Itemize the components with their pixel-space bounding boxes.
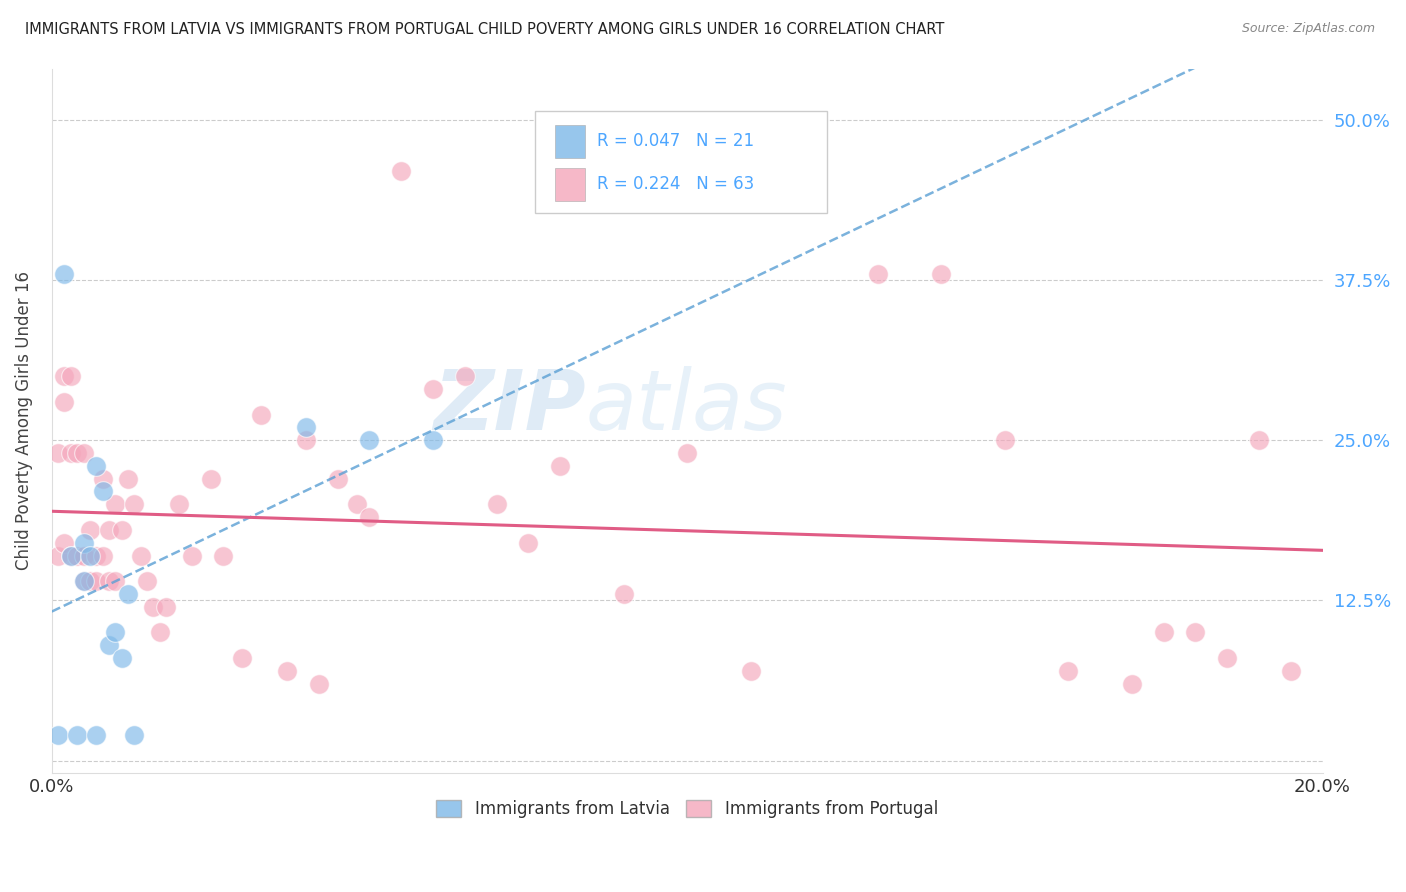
- Point: [91, 472, 114, 486]
- Point: [740, 664, 762, 678]
- Point: [46, 728, 69, 742]
- Point: [104, 625, 127, 640]
- Point: [111, 651, 134, 665]
- Point: [1153, 625, 1175, 640]
- Point: [97, 638, 120, 652]
- Point: [53, 369, 76, 384]
- Point: [308, 676, 330, 690]
- FancyBboxPatch shape: [555, 168, 585, 201]
- Legend: Immigrants from Latvia, Immigrants from Portugal: Immigrants from Latvia, Immigrants from …: [430, 794, 945, 825]
- Y-axis label: Child Poverty Among Girls Under 16: Child Poverty Among Girls Under 16: [15, 271, 32, 571]
- Point: [53, 267, 76, 281]
- Point: [295, 420, 318, 434]
- Point: [46, 446, 69, 460]
- Point: [79, 574, 101, 589]
- Text: IMMIGRANTS FROM LATVIA VS IMMIGRANTS FROM PORTUGAL CHILD POVERTY AMONG GIRLS UND: IMMIGRANTS FROM LATVIA VS IMMIGRANTS FRO…: [25, 22, 945, 37]
- Point: [117, 472, 139, 486]
- Point: [59, 369, 82, 384]
- Point: [422, 433, 444, 447]
- Point: [200, 472, 222, 486]
- Point: [422, 382, 444, 396]
- Point: [72, 549, 94, 563]
- Point: [1057, 664, 1080, 678]
- Point: [136, 574, 159, 589]
- Point: [129, 549, 152, 563]
- Point: [359, 433, 381, 447]
- Point: [548, 458, 571, 473]
- Point: [359, 510, 381, 524]
- Text: Source: ZipAtlas.com: Source: ZipAtlas.com: [1241, 22, 1375, 36]
- Point: [91, 484, 114, 499]
- Point: [866, 267, 889, 281]
- Point: [84, 458, 107, 473]
- Point: [46, 549, 69, 563]
- Text: atlas: atlas: [585, 367, 787, 448]
- Text: R = 0.224   N = 63: R = 0.224 N = 63: [598, 175, 754, 194]
- Point: [84, 574, 107, 589]
- Point: [66, 549, 89, 563]
- Point: [1121, 676, 1143, 690]
- Point: [53, 535, 76, 549]
- Point: [250, 408, 273, 422]
- Point: [72, 446, 94, 460]
- Point: [142, 599, 165, 614]
- Point: [1247, 433, 1270, 447]
- Point: [212, 549, 235, 563]
- Point: [994, 433, 1017, 447]
- FancyBboxPatch shape: [555, 125, 585, 158]
- Point: [149, 625, 172, 640]
- Point: [84, 549, 107, 563]
- Point: [389, 164, 412, 178]
- Point: [79, 523, 101, 537]
- Point: [59, 549, 82, 563]
- Point: [59, 549, 82, 563]
- Point: [124, 497, 146, 511]
- FancyBboxPatch shape: [534, 111, 827, 213]
- Point: [97, 574, 120, 589]
- Text: ZIP: ZIP: [433, 367, 585, 448]
- Point: [91, 549, 114, 563]
- Point: [1279, 664, 1302, 678]
- Point: [676, 446, 699, 460]
- Point: [167, 497, 190, 511]
- Point: [231, 651, 253, 665]
- Point: [53, 394, 76, 409]
- Point: [485, 497, 508, 511]
- Point: [326, 472, 349, 486]
- Point: [104, 574, 127, 589]
- Point: [295, 433, 318, 447]
- Point: [79, 549, 101, 563]
- Point: [276, 664, 298, 678]
- Text: R = 0.047   N = 21: R = 0.047 N = 21: [598, 132, 754, 151]
- Point: [104, 497, 127, 511]
- Point: [117, 587, 139, 601]
- Point: [454, 369, 477, 384]
- Point: [66, 446, 89, 460]
- Point: [72, 535, 94, 549]
- Point: [180, 549, 202, 563]
- Point: [97, 523, 120, 537]
- Point: [155, 599, 177, 614]
- Point: [1216, 651, 1239, 665]
- Point: [111, 523, 134, 537]
- Point: [66, 728, 89, 742]
- Point: [929, 267, 952, 281]
- Point: [72, 574, 94, 589]
- Point: [613, 587, 636, 601]
- Point: [346, 497, 368, 511]
- Point: [1184, 625, 1206, 640]
- Point: [59, 446, 82, 460]
- Point: [84, 728, 107, 742]
- Point: [72, 574, 94, 589]
- Point: [517, 535, 540, 549]
- Point: [124, 728, 146, 742]
